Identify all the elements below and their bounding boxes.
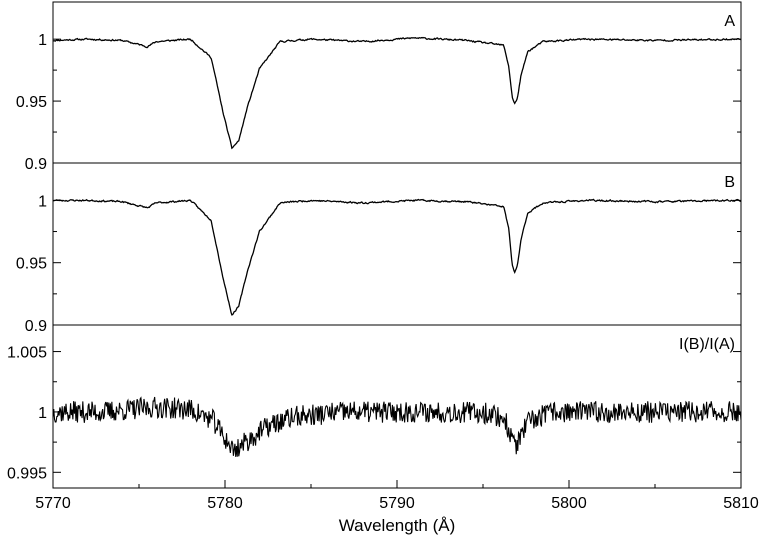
panel-ratio-label: I(B)/I(A) xyxy=(679,336,735,353)
x-tick-label: 5800 xyxy=(551,495,587,512)
panel-b-spectrum-line xyxy=(52,198,742,316)
panel-ratio-xticks: 5770 5780 5790 5800 5810 xyxy=(35,480,759,512)
x-tick-label: 5790 xyxy=(379,495,415,512)
y-tick-label: 1.005 xyxy=(7,345,47,362)
panel-a: 0.9 0.95 1 A xyxy=(16,1,742,173)
panel-b: 0.9 0.95 1 B xyxy=(16,162,742,335)
x-tick-label: 5780 xyxy=(207,495,243,512)
panel-b-label: B xyxy=(724,174,735,191)
y-tick-label: 0.95 xyxy=(16,94,47,111)
panel-a-label: A xyxy=(724,13,735,30)
y-tick-label: 0.9 xyxy=(25,156,47,173)
y-tick-label: 1 xyxy=(38,32,47,49)
y-tick-label: 0.95 xyxy=(16,256,47,273)
x-tick-label: 5810 xyxy=(723,495,759,512)
x-tick-label: 5770 xyxy=(35,495,71,512)
y-tick-label: 0.9 xyxy=(25,318,47,335)
panel-ratio: 0.995 1 1.005 5770 5780 5790 5800 5810 I(B)/I(… xyxy=(7,324,759,512)
panel-ratio-yticks: 0.995 1 1.005 xyxy=(7,345,741,482)
panel-b-yticks: 0.9 0.95 1 xyxy=(16,193,741,335)
panel-b-frame xyxy=(52,162,742,326)
y-tick-label: 1 xyxy=(38,193,47,210)
panel-a-spectrum-line xyxy=(52,36,742,150)
x-axis-title: Wavelength (Å) xyxy=(339,516,456,535)
panel-a-yticks: 0.9 0.95 1 xyxy=(16,32,741,173)
panel-ratio-line xyxy=(52,396,742,457)
y-tick-label: 0.995 xyxy=(7,465,47,482)
y-tick-label: 1 xyxy=(38,405,47,422)
panel-a-frame xyxy=(52,1,742,164)
